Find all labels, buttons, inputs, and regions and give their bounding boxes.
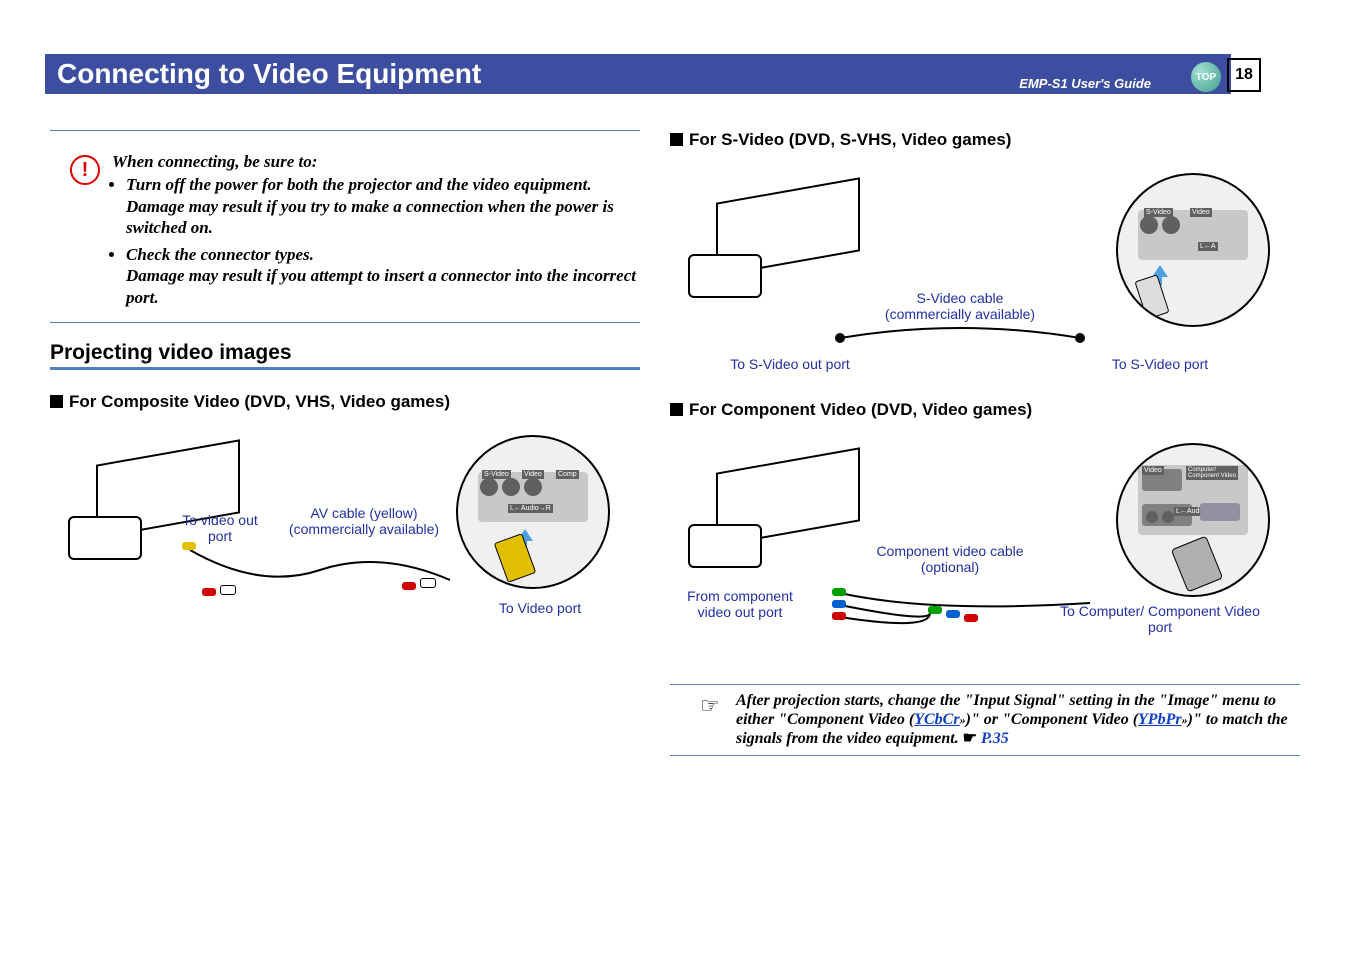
note-text: After projection starts, change the "Inp… bbox=[736, 691, 1300, 749]
svideo-heading: For S-Video (DVD, S-VHS, Video games) bbox=[670, 130, 1300, 150]
caution-intro: When connecting, be sure to: bbox=[112, 152, 317, 171]
link-ypbpr[interactable]: YPbPr bbox=[1138, 711, 1182, 728]
caution-icon: ! bbox=[70, 155, 100, 185]
top-icon[interactable]: TOP bbox=[1191, 62, 1221, 92]
projecting-heading: Projecting video images bbox=[50, 341, 640, 370]
label-svideo-out: To S-Video out port bbox=[690, 356, 890, 372]
label-svideo-cable: S-Video cable (commercially available) bbox=[860, 290, 1060, 322]
label-to-video-port: To Video port bbox=[470, 600, 610, 616]
left-column: ! When connecting, be sure to: Turn off … bbox=[50, 130, 640, 640]
page-title: Connecting to Video Equipment bbox=[57, 58, 481, 90]
component-port-detail: Video Computer/Component Video L←Audio→R bbox=[1116, 443, 1270, 597]
label-av-cable: AV cable (yellow) (commercially availabl… bbox=[274, 505, 454, 537]
note-box: ☞ After projection starts, change the "I… bbox=[670, 684, 1300, 756]
label-component-cable: Component video cable (optional) bbox=[850, 543, 1050, 575]
caution-item-2: Check the connector types.Damage may res… bbox=[126, 244, 640, 308]
caution-text: When connecting, be sure to: Turn off th… bbox=[112, 151, 640, 314]
hand-icon: ☞ bbox=[700, 693, 726, 749]
video-port-detail: S-Video Video Comp L←Audio→R bbox=[456, 435, 610, 589]
pointer-icon: ☛ bbox=[963, 730, 981, 747]
bullet-square-icon bbox=[670, 133, 683, 146]
bullet-square-icon bbox=[50, 395, 63, 408]
svideo-port-detail: S-Video Video L←A bbox=[1116, 173, 1270, 327]
component-heading: For Component Video (DVD, Video games) bbox=[670, 400, 1300, 420]
caution-box: ! When connecting, be sure to: Turn off … bbox=[50, 130, 640, 323]
right-column: For S-Video (DVD, S-VHS, Video games) S-… bbox=[670, 130, 1300, 756]
link-ycbcr[interactable]: YCbCr bbox=[914, 711, 959, 728]
label-component-out: From component video out port bbox=[670, 588, 810, 620]
svideo-cable-icon bbox=[830, 323, 1090, 353]
svideo-diagram: S-Video cable (commercially available) S… bbox=[670, 168, 1300, 378]
guide-label: EMP-S1 User's Guide bbox=[1019, 76, 1151, 91]
composite-heading: For Composite Video (DVD, VHS, Video gam… bbox=[50, 392, 640, 412]
page-root: Connecting to Video Equipment EMP-S1 Use… bbox=[0, 0, 1351, 954]
composite-diagram: To video out port AV cable (yellow) (com… bbox=[50, 430, 640, 640]
caution-item-1: Turn off the power for both the projecto… bbox=[126, 174, 640, 238]
label-component-in: To Computer/ Component Video port bbox=[1060, 603, 1260, 635]
bullet-square-icon bbox=[670, 403, 683, 416]
page-number: 18 bbox=[1227, 58, 1261, 92]
component-diagram: Component video cable (optional) Video bbox=[670, 438, 1300, 658]
label-svideo-in: To S-Video port bbox=[1080, 356, 1240, 372]
link-page-35[interactable]: P.35 bbox=[981, 730, 1009, 747]
